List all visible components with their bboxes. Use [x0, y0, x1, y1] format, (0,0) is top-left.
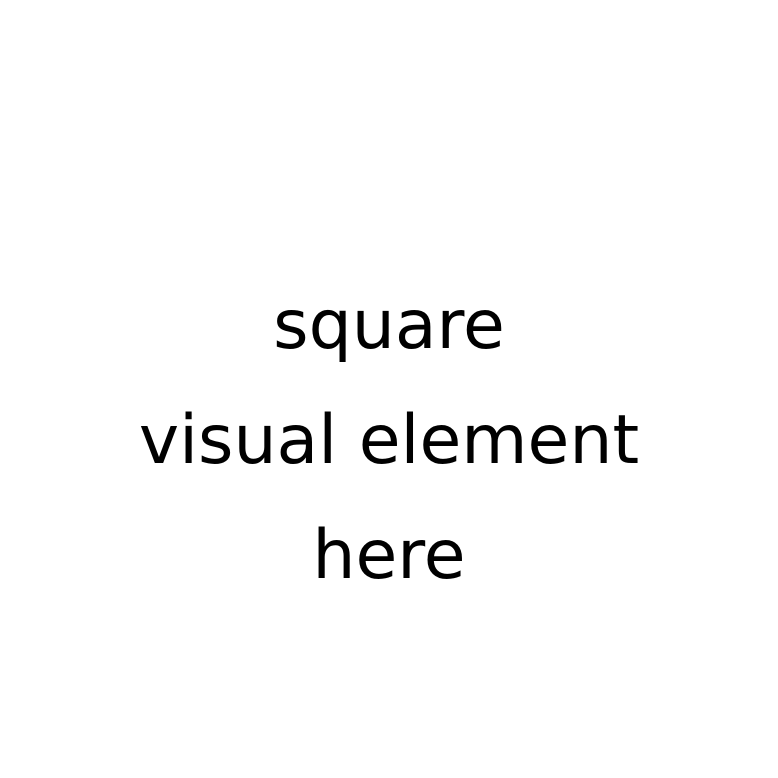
placeholder-line-1: square	[273, 286, 505, 365]
placeholder-line-2: visual element	[138, 401, 640, 480]
placeholder-line-3: here	[312, 516, 466, 595]
placeholder-text: square visual element here	[0, 268, 778, 613]
